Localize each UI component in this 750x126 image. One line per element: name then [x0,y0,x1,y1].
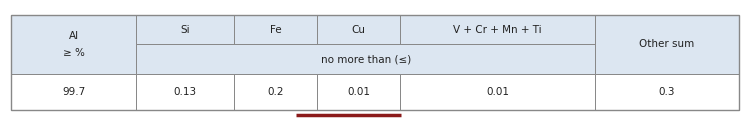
Bar [136,15,234,44]
Bar [317,74,400,110]
Bar [317,15,400,44]
Text: 0.2: 0.2 [267,87,284,97]
Text: Si: Si [180,25,190,35]
Bar [11,15,739,110]
Text: Cu: Cu [352,25,366,35]
Bar [11,15,136,74]
Text: 0.3: 0.3 [658,87,675,97]
Text: 99.7: 99.7 [62,87,86,97]
Text: Other sum: Other sum [639,39,694,49]
Text: 0.13: 0.13 [173,87,196,97]
Bar [400,74,595,110]
Text: V + Cr + Mn + Ti: V + Cr + Mn + Ti [454,25,542,35]
Bar [11,74,136,110]
Text: Fe: Fe [269,25,281,35]
Text: ≥ %: ≥ % [63,48,85,58]
Bar [136,44,595,74]
Bar [595,15,739,74]
Text: no more than (≤): no more than (≤) [320,54,411,64]
Bar [136,74,234,110]
Text: 0.01: 0.01 [486,87,509,97]
Bar [595,74,739,110]
Text: Al: Al [69,31,79,41]
Bar [234,15,317,44]
Text: 0.01: 0.01 [347,87,370,97]
Bar [400,15,595,44]
Bar [234,74,317,110]
